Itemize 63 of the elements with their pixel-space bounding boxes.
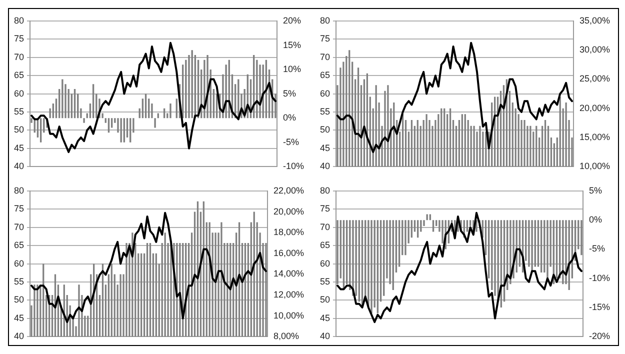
y2-tick-label: 22,00% bbox=[273, 185, 304, 196]
y-tick-label: 70 bbox=[320, 222, 330, 232]
y-tick-label: 65 bbox=[14, 240, 24, 250]
y-tick-label: 70 bbox=[14, 222, 24, 232]
y2-tick-label: 0% bbox=[588, 214, 602, 225]
y2-tick-label: 10,00% bbox=[273, 310, 304, 320]
y-tick-label: 55 bbox=[320, 276, 330, 286]
y2-tick-label: -5% bbox=[588, 244, 606, 254]
y2-tick-label: -10% bbox=[282, 161, 304, 172]
y2-tick-label: 35,00% bbox=[579, 15, 610, 26]
y2-tick-label: -10% bbox=[588, 272, 610, 283]
y-tick-label: 55 bbox=[14, 276, 24, 286]
y-tick-label: 45 bbox=[14, 142, 24, 153]
y2-tick-label: 10% bbox=[282, 64, 302, 74]
y-tick-label: 75 bbox=[14, 204, 24, 214]
y2-tick-label: -5% bbox=[282, 136, 300, 147]
y-tick-label: 65 bbox=[320, 70, 330, 80]
y-tick-label: 40 bbox=[320, 331, 330, 342]
y-tick-label: 55 bbox=[14, 106, 24, 116]
y-tick-label: 65 bbox=[320, 240, 330, 250]
y-tick-label: 60 bbox=[320, 88, 330, 98]
y-tick-label: 60 bbox=[14, 258, 24, 268]
y-tick-label: 50 bbox=[14, 294, 24, 305]
y2-tick-label: 20,00% bbox=[579, 102, 610, 113]
y-tick-label: 40 bbox=[14, 161, 24, 172]
y-tick-label: 50 bbox=[320, 124, 330, 135]
y2-tick-label: 20% bbox=[282, 15, 302, 26]
y-tick-label: 80 bbox=[320, 185, 330, 196]
y-tick-label: 45 bbox=[14, 312, 24, 323]
y2-tick-label: 5% bbox=[282, 88, 296, 98]
y2-tick-label: 0% bbox=[282, 112, 296, 123]
y-tick-label: 55 bbox=[320, 106, 330, 116]
y-tick-label: 45 bbox=[320, 312, 330, 323]
y-tick-label: 40 bbox=[320, 161, 330, 172]
y-tick-label: 75 bbox=[14, 34, 24, 44]
y-tick-label: 50 bbox=[320, 294, 330, 305]
y-tick-label: 40 bbox=[14, 331, 24, 342]
y2-tick-label: 15,00% bbox=[579, 132, 610, 142]
y2-tick-label: 18,00% bbox=[273, 227, 304, 238]
y-tick-label: 75 bbox=[320, 204, 330, 214]
y-tick-label: 65 bbox=[14, 70, 24, 80]
y2-tick-label: -20% bbox=[588, 331, 610, 342]
y2-tick-label: 25,00% bbox=[579, 74, 610, 84]
y2-tick-label: 8,00% bbox=[273, 331, 300, 342]
y2-tick-label: 16,00% bbox=[273, 248, 304, 258]
y-tick-label: 80 bbox=[14, 15, 24, 26]
y2-tick-label: 30,00% bbox=[579, 44, 610, 55]
y2-tick-label: 15% bbox=[282, 40, 302, 50]
y-tick-label: 70 bbox=[14, 52, 24, 62]
y2-tick-label: 10,00% bbox=[579, 161, 610, 172]
y2-tick-label: 14,00% bbox=[273, 268, 304, 279]
y-tick-label: 60 bbox=[320, 258, 330, 268]
y-tick-label: 80 bbox=[14, 185, 24, 196]
y2-tick-label: 12,00% bbox=[273, 289, 304, 300]
y-tick-label: 70 bbox=[320, 52, 330, 62]
y-tick-label: 80 bbox=[320, 15, 330, 26]
y2-tick-label: -15% bbox=[588, 302, 610, 312]
y-tick-label: 50 bbox=[14, 124, 24, 135]
y-tick-label: 60 bbox=[14, 88, 24, 98]
y2-tick-label: 20,00% bbox=[273, 206, 304, 216]
y2-tick-label: 5% bbox=[588, 185, 602, 196]
y-tick-label: 45 bbox=[320, 142, 330, 153]
y-tick-label: 75 bbox=[320, 34, 330, 44]
